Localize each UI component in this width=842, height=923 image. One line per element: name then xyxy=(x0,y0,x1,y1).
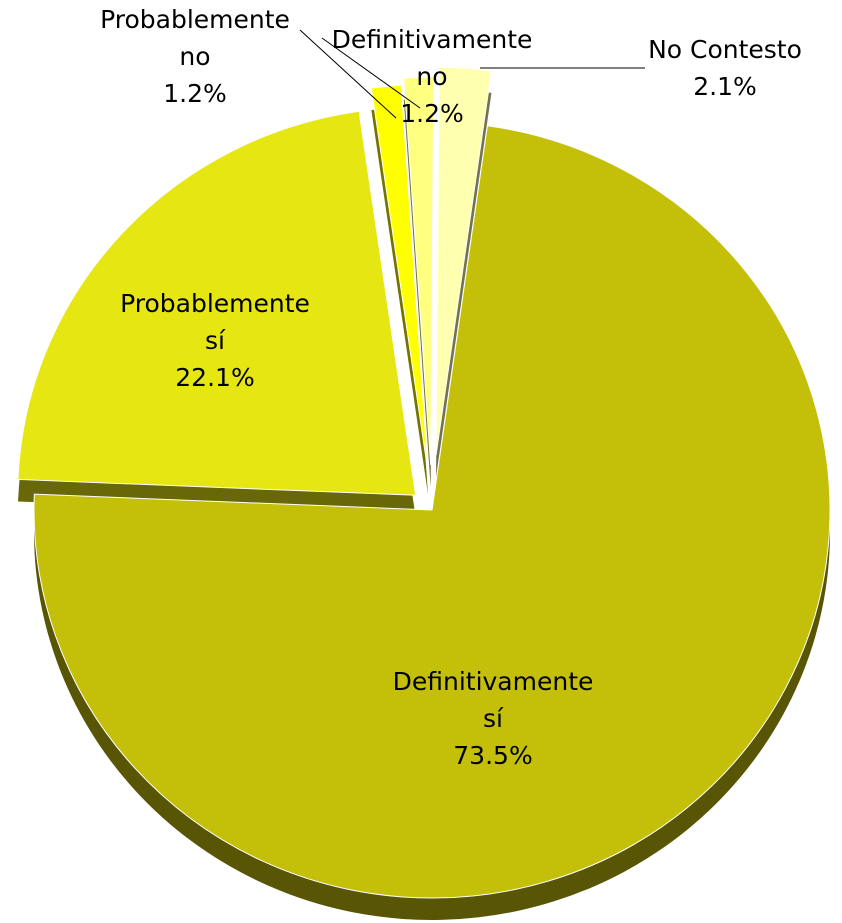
label-line: sí xyxy=(483,704,504,733)
slice-label: Definitivamente no xyxy=(332,25,533,91)
label-line: Probablemente xyxy=(100,5,290,34)
slice xyxy=(403,76,435,466)
slice-side xyxy=(371,107,429,495)
slice-label: No Contesto xyxy=(648,35,802,64)
leader-line xyxy=(299,29,397,119)
value-label: 1.2% xyxy=(400,99,464,128)
slice-label: Probablemente no xyxy=(100,5,290,71)
label-line: Definitivamente xyxy=(332,25,533,54)
label-line: Definitivamente xyxy=(393,667,594,696)
value-label: 73.5% xyxy=(453,741,532,770)
slice xyxy=(33,125,831,899)
value-label: 1.2% xyxy=(163,79,227,108)
label-line: no xyxy=(179,42,210,71)
slice-label: Definitivamente sí xyxy=(393,667,594,733)
leader-line xyxy=(321,37,421,109)
value-label: 22.1% xyxy=(175,363,254,392)
label-line: no xyxy=(416,62,447,91)
value-label: 2.1% xyxy=(693,72,757,101)
slice xyxy=(17,110,417,496)
label-line: sí xyxy=(205,326,226,355)
slice xyxy=(435,66,493,456)
slice-label: Probablemente sí xyxy=(120,289,310,355)
label-line: Probablemente xyxy=(120,289,310,318)
label-line: No Contesto xyxy=(648,35,802,64)
slice xyxy=(370,84,429,473)
